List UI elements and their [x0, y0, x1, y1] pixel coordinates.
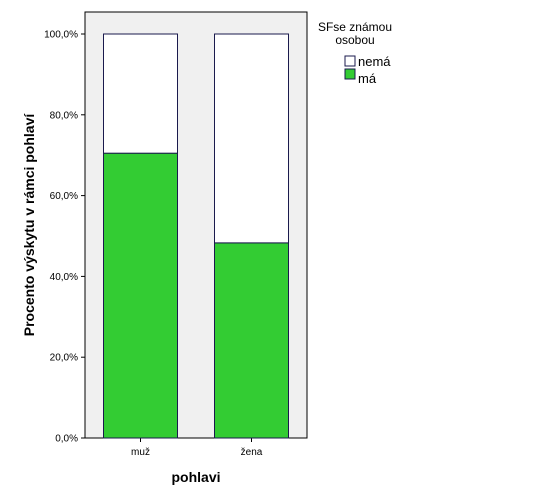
legend-swatch-má — [344, 68, 356, 80]
x-axis-title: pohlavi — [171, 469, 220, 485]
y-axis-title: Procento výskytu v rámci pohlaví — [21, 113, 37, 337]
legend-title-line-1: SFse známou — [318, 20, 392, 34]
y-tick-label: 60,0% — [50, 191, 78, 202]
bar-má-žena — [214, 242, 289, 439]
y-tick-label: 40,0% — [50, 272, 78, 283]
legend-label-má: má — [358, 71, 377, 86]
y-axis: 0,0% 20,0% 40,0% 60,0% 80,0% 100,0% — [44, 30, 85, 445]
legend-swatch-nemá — [344, 55, 356, 67]
legend-label-nemá: nemá — [358, 54, 391, 69]
bar-má-muž — [103, 152, 178, 439]
bar-nemá-muž — [103, 33, 178, 154]
x-tick-label: muž — [131, 447, 150, 458]
x-tick-label: žena — [241, 447, 263, 458]
y-tick-label: 20,0% — [50, 353, 78, 364]
y-tick-label: 80,0% — [50, 110, 78, 121]
y-tick-label: 0,0% — [55, 434, 78, 445]
y-tick-label: 100,0% — [44, 30, 78, 41]
legend: SFse známou osobou nemá má — [318, 20, 392, 86]
legend-title-line-2: osobou — [335, 33, 374, 47]
bar-nemá-žena — [214, 33, 289, 244]
x-axis: muž žena — [131, 438, 263, 458]
bars — [103, 33, 289, 439]
